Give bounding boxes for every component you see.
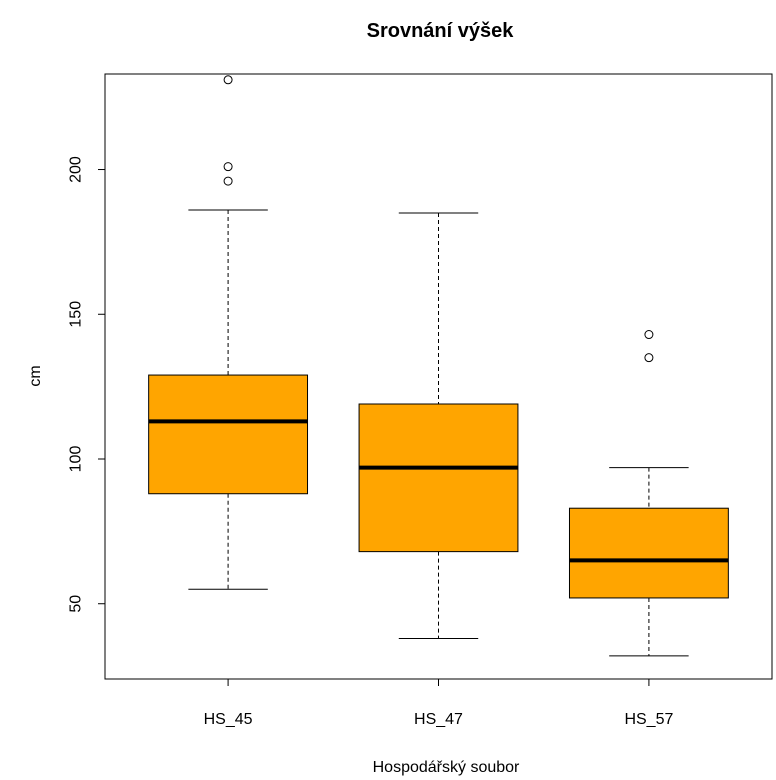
iqr-box <box>358 403 519 553</box>
x-axis-label: Hospodářský soubor <box>373 759 520 776</box>
outlier-point <box>223 75 233 85</box>
x-tick-label: HS_57 <box>624 711 673 728</box>
x-tick-label: HS_47 <box>414 711 463 728</box>
box-hs-45 <box>148 75 309 590</box>
y-tick-label: 150 <box>68 301 85 328</box>
y-axis: 50 100 150 200 <box>68 156 105 613</box>
y-axis-label: cm <box>27 365 44 386</box>
boxes <box>148 75 729 657</box>
x-axis: HS_45 HS_47 HS_57 <box>204 679 673 728</box>
outlier-point <box>644 353 654 363</box>
iqr-box <box>148 374 309 495</box>
y-tick-label: 200 <box>68 156 85 183</box>
outlier-point <box>223 162 233 172</box>
outlier-point <box>644 330 654 340</box>
box-hs-47 <box>358 212 519 639</box>
iqr-box <box>568 507 729 599</box>
outlier-point <box>223 176 233 186</box>
box-hs-57 <box>568 330 729 657</box>
y-tick-label: 100 <box>68 446 85 473</box>
y-tick-label: 50 <box>68 595 85 613</box>
x-tick-label: HS_45 <box>204 711 253 728</box>
chart-title: Srovnání výšek <box>367 20 515 42</box>
